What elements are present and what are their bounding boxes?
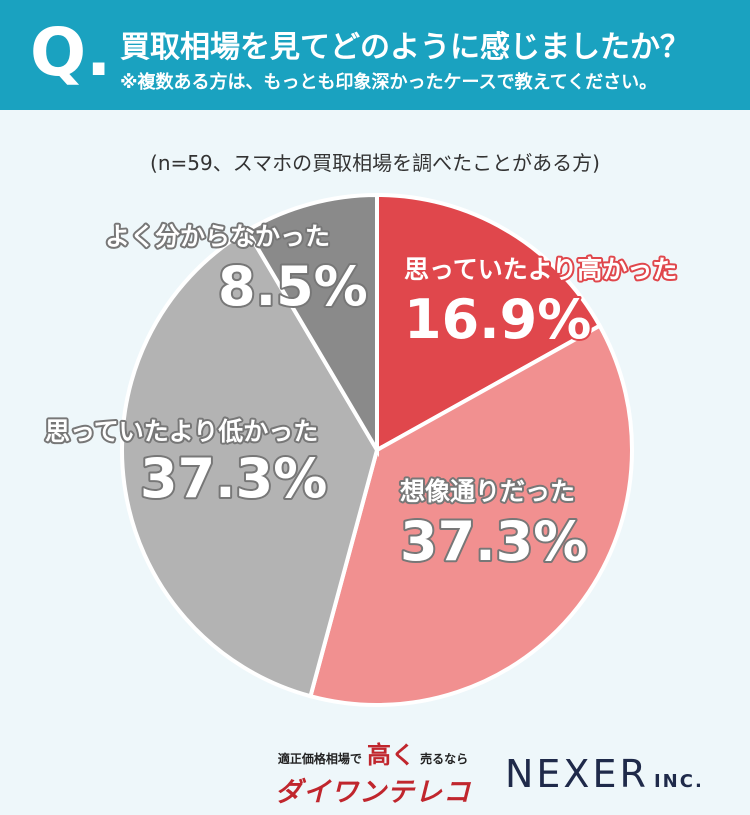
subtitle: (n=59、スマホの買取相場を調べたことがある方) <box>150 151 600 175</box>
tagline: 高く <box>367 741 415 769</box>
pie-slice <box>375 192 603 454</box>
value-label: 37.3% <box>140 447 327 510</box>
brand: ダイワンテレコム <box>275 777 471 808</box>
tagline: 適正価格相場で <box>277 752 362 766</box>
value-label: 16.9% <box>404 288 591 351</box>
slice-label: 思っていたより高かった <box>404 255 677 284</box>
slice-label: よく分からなかった <box>105 222 330 251</box>
company-suffix: INC. <box>653 771 704 792</box>
daiwan-logo: 適正価格相場で 高く 売るなら ダイワンテレコム <box>268 735 478 815</box>
nexer-logo: NEXER INC. <box>505 752 704 796</box>
pie-slice <box>308 323 634 707</box>
header: Q. 買取相場を見てどのように感じましたか？ ※複数ある方は、もっとも印象深かっ… <box>0 0 750 110</box>
q-mark: Q. <box>30 14 112 91</box>
slice-label: 想像通りだった <box>400 477 575 506</box>
tagline: 売るなら <box>420 752 469 766</box>
question-title: 買取相場を見てどのように感じましたか？ <box>120 30 690 65</box>
value-label: 8.5% <box>218 255 368 318</box>
company: NEXER <box>505 752 649 796</box>
slice-label: 思っていたより低かった <box>45 417 318 446</box>
value-label: 37.3% <box>400 510 587 573</box>
question-note: ※複数ある方は、もっとも印象深かったケースで教えてください。 <box>120 72 658 93</box>
pie-slice <box>244 192 379 458</box>
pie-slice <box>120 227 380 699</box>
